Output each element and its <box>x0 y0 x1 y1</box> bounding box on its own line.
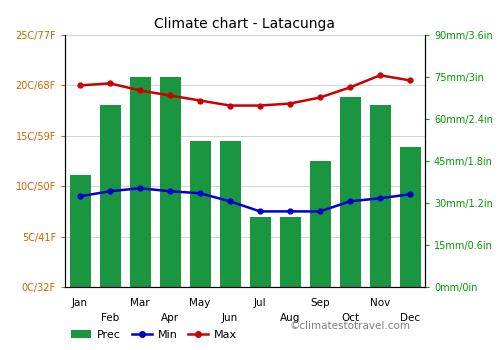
Text: Feb: Feb <box>101 313 119 323</box>
Text: Jul: Jul <box>254 298 266 308</box>
Bar <box>370 105 390 287</box>
Bar <box>130 77 150 287</box>
Text: Aug: Aug <box>280 313 300 323</box>
Bar <box>100 105 120 287</box>
Bar <box>250 217 270 287</box>
Text: ©climatestotravel.com: ©climatestotravel.com <box>290 321 411 331</box>
Text: Jun: Jun <box>222 313 238 323</box>
Text: Apr: Apr <box>161 313 179 323</box>
Bar <box>310 161 330 287</box>
Text: Oct: Oct <box>341 313 359 323</box>
Bar <box>220 141 240 287</box>
Legend: Prec, Min, Max: Prec, Min, Max <box>67 325 242 344</box>
Text: Jan: Jan <box>72 298 88 308</box>
Text: Nov: Nov <box>370 298 390 308</box>
Text: Mar: Mar <box>130 298 150 308</box>
Bar <box>280 217 300 287</box>
Bar <box>160 77 180 287</box>
Bar <box>70 175 90 287</box>
Title: Climate chart - Latacunga: Climate chart - Latacunga <box>154 17 336 31</box>
Text: Sep: Sep <box>310 298 330 308</box>
Bar <box>190 141 210 287</box>
Bar <box>400 147 420 287</box>
Bar <box>340 97 360 287</box>
Text: May: May <box>190 298 210 308</box>
Text: Dec: Dec <box>400 313 420 323</box>
